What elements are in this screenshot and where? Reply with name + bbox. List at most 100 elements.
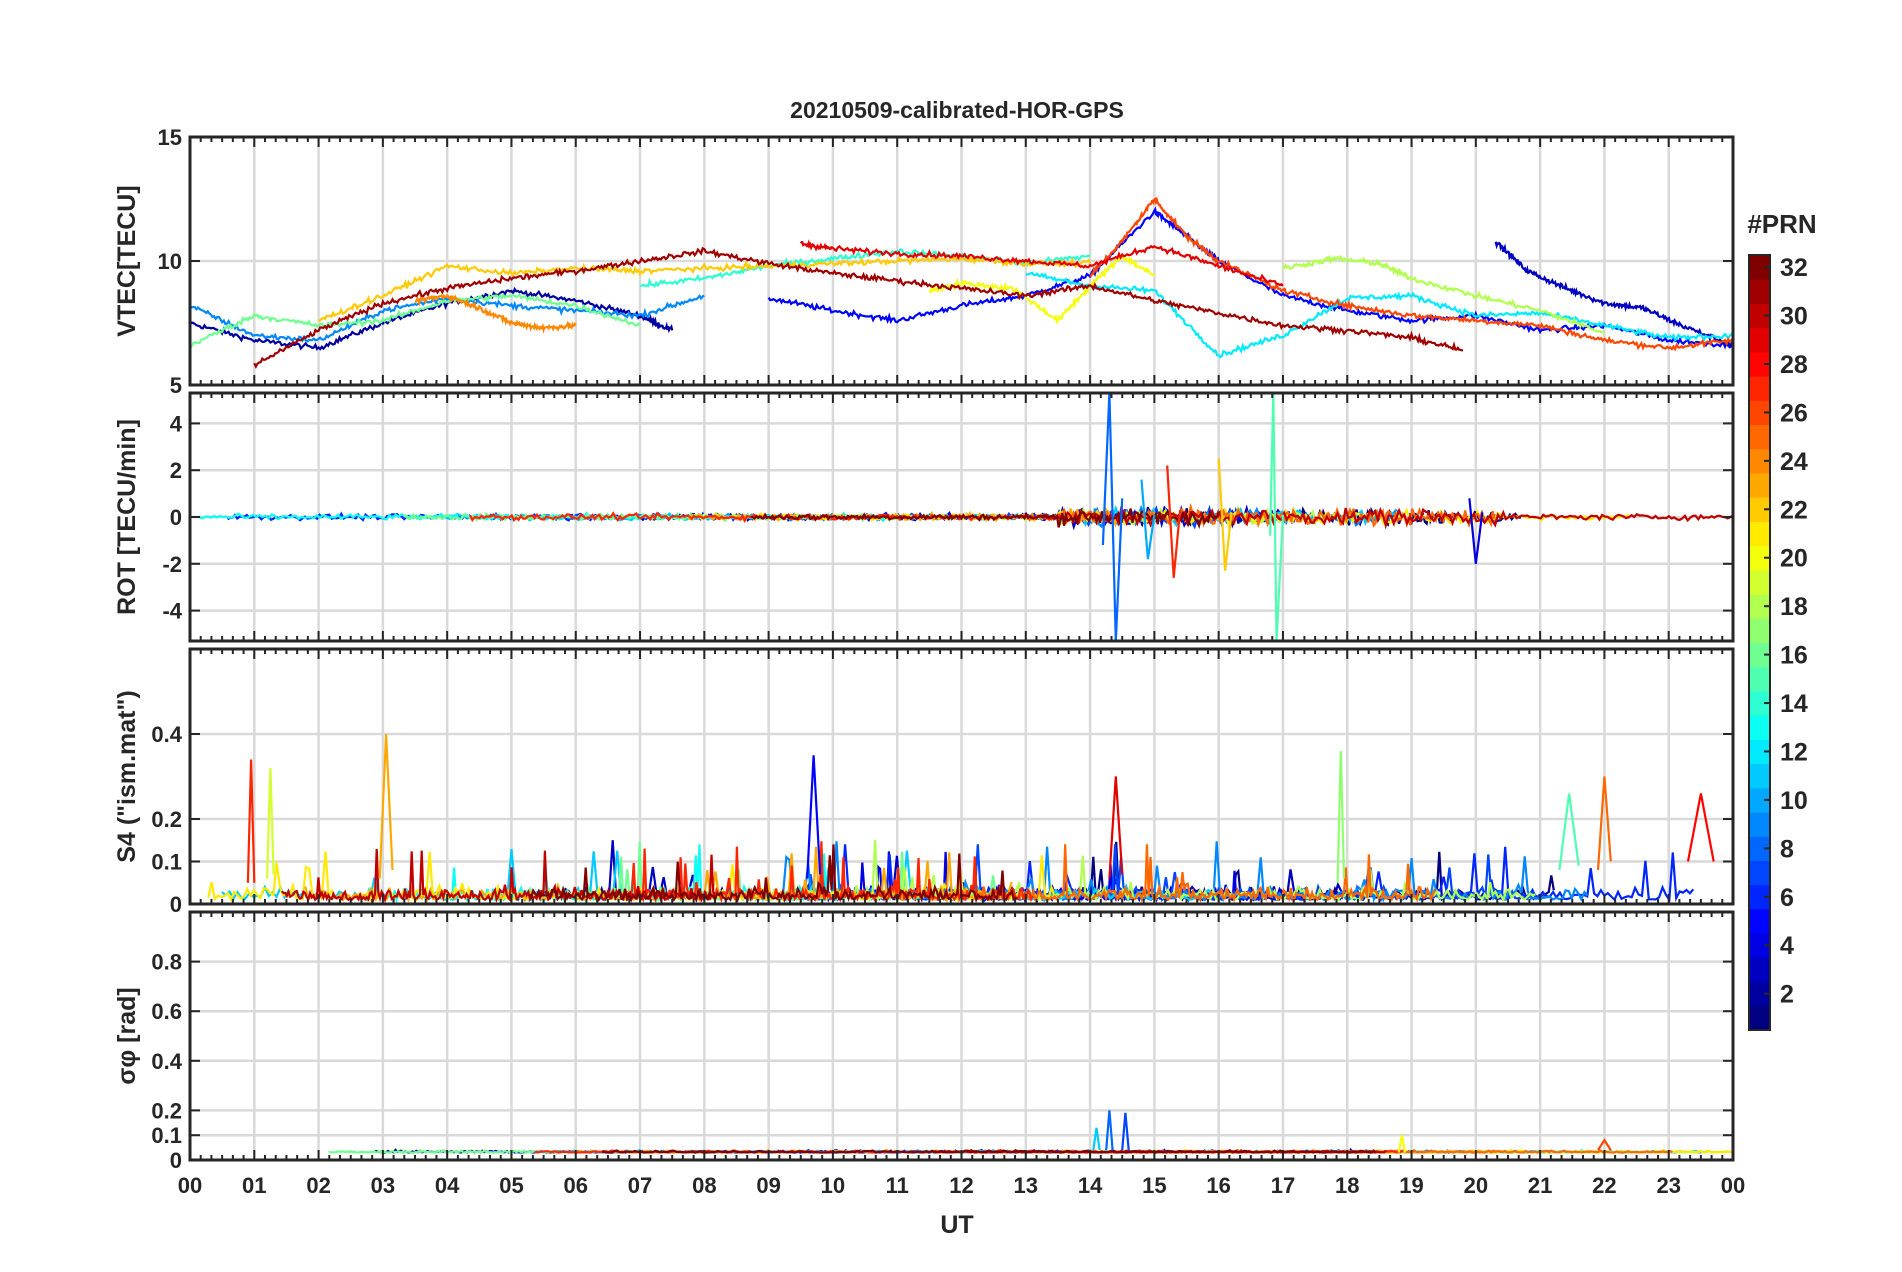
x-tick-label: 13 (1014, 1173, 1038, 1198)
x-tick-label: 08 (692, 1173, 716, 1198)
colorbar-segment (1749, 860, 1770, 886)
colorbar-segment (1749, 812, 1770, 837)
series-prn-9 (190, 294, 705, 343)
colorbar-segment (1749, 448, 1770, 474)
x-tick-label: 23 (1656, 1173, 1680, 1198)
colorbar-tick-label: 14 (1780, 690, 1808, 718)
series-prn-12 (1025, 271, 1733, 359)
series-prn-23 (378, 733, 394, 879)
data-layer (328, 1110, 1733, 1155)
y-axis-label-s4: S4 ("ism.mat") (113, 690, 141, 862)
series-prn-22 (317, 253, 1092, 323)
colorbar-segment (1749, 521, 1770, 547)
colorbar-segment (1749, 1005, 1770, 1031)
y-tick-label: 0.1 (151, 850, 182, 875)
colorbar-tick-label: 16 (1780, 642, 1808, 670)
colorbar-frame (1748, 254, 1771, 1031)
colorbar-segment (1749, 933, 1770, 958)
y-tick-label: -4 (162, 599, 182, 624)
colorbar-segment (1749, 763, 1770, 789)
x-tick-label: 09 (756, 1173, 780, 1198)
y-tick-label: 5 (170, 373, 182, 398)
x-tick-label: 05 (499, 1173, 523, 1198)
y-axis-label-vtec: VTEC[TECU] (113, 185, 141, 336)
series-prn-26 (1597, 1138, 1612, 1151)
panel-s4: 0 0.1 0.2 0.4 S4 ("ism.mat") (113, 647, 1735, 917)
x-tick-label: 21 (1528, 1173, 1552, 1198)
noise-trace (281, 849, 716, 904)
series-prn-7 (1121, 1112, 1130, 1151)
series-prn-8 (1105, 1110, 1114, 1151)
colorbar-segment (1749, 279, 1770, 304)
series-prn-3 (1494, 241, 1733, 349)
panel-rot: -4 -2 0 2 4 ROT [TECU/min] (113, 391, 1735, 643)
x-tick-label: 07 (628, 1173, 652, 1198)
colorbar-segment (1749, 303, 1770, 329)
series-prn-15 (1269, 393, 1285, 641)
colorbar-segment (1749, 569, 1770, 595)
series-prn-17 (1336, 750, 1346, 883)
series-prn-27 (246, 759, 256, 883)
y-tick-label: 0.8 (151, 950, 182, 975)
x-tick-label: 16 (1206, 1173, 1230, 1198)
x-tick-label: 20 (1464, 1173, 1488, 1198)
x-tick-label: 19 (1399, 1173, 1423, 1198)
x-tick-label: 11 (886, 1173, 909, 1198)
x-ticks (189, 649, 1734, 904)
series-prn-22 (1217, 458, 1233, 571)
x-ticks (189, 393, 1734, 641)
panel-sigma_phi: 00.10.2 0.4 0.6 0.8 σφ [rad] (113, 910, 1735, 1173)
colorbar-segment (1749, 376, 1770, 401)
series-prn-4 (1468, 498, 1484, 564)
y-tick-label: 4 (170, 411, 183, 436)
series-prn-26 (1089, 196, 1733, 352)
x-tick-label: 18 (1335, 1173, 1359, 1198)
y-tick-label: 15 (158, 125, 182, 150)
x-tick-label: 22 (1592, 1173, 1616, 1198)
noise-trace (750, 508, 1220, 530)
panel-vtec: 5 10 15 VTEC[TECU] (113, 125, 1735, 398)
colorbar-tick-label: 28 (1780, 351, 1808, 379)
colorbar-segment (1749, 424, 1770, 450)
x-tick-label: 10 (821, 1173, 845, 1198)
colorbar-segment (1749, 908, 1770, 934)
colorbar-tick-label: 6 (1780, 884, 1794, 912)
data-layer (207, 733, 1715, 904)
chart-title: 20210509-calibrated-HOR-GPS (790, 97, 1124, 123)
y-axis-label-rot: ROT [TECU/min] (113, 419, 141, 615)
series-prn-29 (799, 239, 1284, 287)
colorbar-tick-label: 26 (1780, 399, 1808, 427)
series-prn-16 (190, 292, 641, 348)
x-tick-label: 12 (949, 1173, 973, 1198)
series-prn-10 (1140, 479, 1156, 560)
series-prn-24 (414, 293, 577, 334)
data-layer (198, 393, 1733, 641)
noise-trace (528, 844, 1018, 904)
x-tick-label: 02 (306, 1173, 330, 1198)
x-tick-label: 15 (1142, 1173, 1166, 1198)
series-prn-11 (1092, 1127, 1101, 1151)
colorbar-segment (1749, 351, 1770, 377)
colorbar-segment (1749, 666, 1770, 692)
y-tick-label: 0.2 (151, 807, 182, 832)
y-tick-label: 0 (170, 892, 182, 917)
colorbar-segment (1749, 497, 1770, 522)
colorbar-segment (1749, 545, 1770, 571)
colorbar-tick-label: 18 (1780, 593, 1808, 621)
colorbar-segment (1749, 836, 1770, 861)
series-prn-15 (1558, 793, 1580, 871)
x-tick-label: 01 (242, 1173, 266, 1198)
x-tick-label: 04 (435, 1173, 460, 1198)
y-tick-label: 10 (158, 249, 182, 274)
colorbar-tick-label: 20 (1780, 545, 1808, 573)
x-tick-label: 14 (1078, 1173, 1103, 1198)
colorbar-segment (1749, 981, 1770, 1007)
grid (190, 912, 1733, 1160)
series-prn-5 (806, 755, 822, 879)
x-tick-label: 00 (1721, 1173, 1745, 1198)
colorbar-tick-label: 2 (1780, 981, 1794, 1009)
colorbar-segment (1749, 739, 1770, 765)
x-tick-label: 00 (178, 1173, 202, 1198)
